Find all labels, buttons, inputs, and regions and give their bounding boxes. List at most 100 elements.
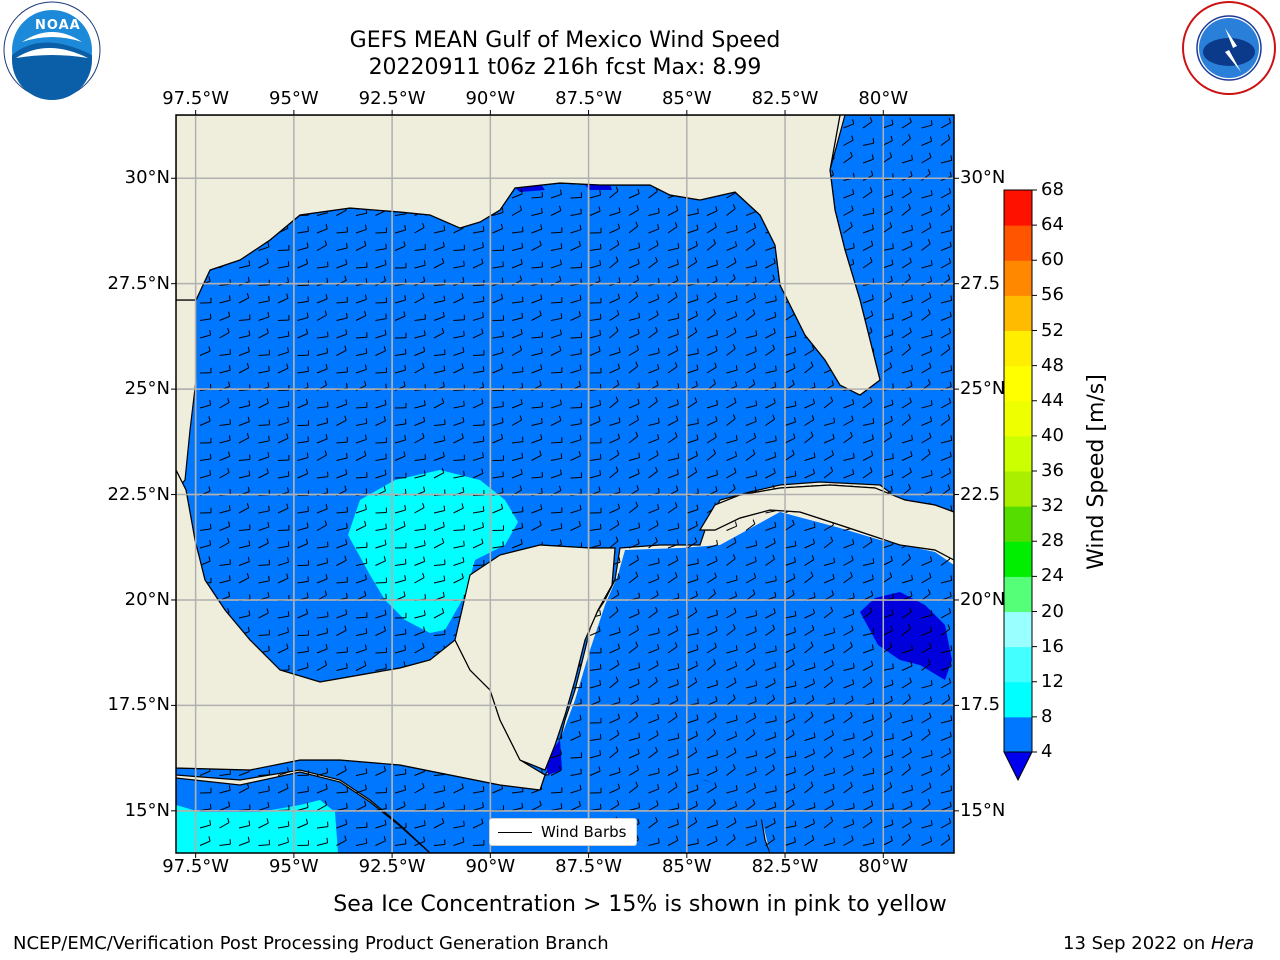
wind-barb xyxy=(726,537,737,549)
wind-barb xyxy=(531,310,542,321)
wind-barb xyxy=(492,261,504,269)
wind-barb xyxy=(589,750,602,759)
wind-barb xyxy=(414,222,425,234)
wind-barb xyxy=(570,224,582,234)
wind-barb xyxy=(297,608,309,619)
wind-barb xyxy=(804,538,815,549)
wind-barb xyxy=(570,451,581,461)
wind-barb xyxy=(882,189,894,199)
colorbar-level-label: 12 xyxy=(1041,670,1064,692)
wind-barb xyxy=(784,750,797,759)
wind-barb xyxy=(414,260,426,269)
colorbar-level-label: 44 xyxy=(1041,389,1064,411)
wind-barb xyxy=(570,801,581,811)
wind-barb xyxy=(199,313,212,321)
wind-barb xyxy=(609,363,620,374)
wind-barb xyxy=(706,259,719,269)
colorbar-segment xyxy=(1004,716,1032,753)
wind-barb xyxy=(258,818,269,829)
wind-barb xyxy=(843,135,854,146)
wind-barb xyxy=(219,397,230,409)
high-wind-patch-pacific xyxy=(176,800,338,853)
wind-barb xyxy=(570,434,582,444)
wind-barb xyxy=(277,767,289,776)
wind-barb xyxy=(940,747,952,759)
wind-barb xyxy=(492,293,504,304)
wind-barb xyxy=(316,627,329,636)
wind-barb xyxy=(706,798,716,811)
wind-barb xyxy=(511,205,523,216)
wind-barb xyxy=(648,466,658,479)
wind-barb xyxy=(375,577,387,584)
wind-barb xyxy=(394,225,407,234)
colorbar-segment xyxy=(1004,330,1032,367)
wind-barb xyxy=(297,538,309,549)
lon-tick-top: 80°W xyxy=(858,88,909,109)
wind-barb xyxy=(823,557,836,566)
wind-barb xyxy=(667,453,680,461)
cuba-island-mask xyxy=(698,484,954,561)
wind-barb xyxy=(199,836,211,846)
wind-barb xyxy=(550,313,563,321)
wind-barb xyxy=(745,680,758,689)
wind-barb xyxy=(219,785,231,794)
wind-barb xyxy=(336,329,348,339)
wind-barb xyxy=(531,348,543,356)
wind-barb xyxy=(375,787,387,794)
wind-barb xyxy=(667,469,679,479)
wind-barb xyxy=(765,274,775,286)
wind-barb xyxy=(453,433,464,444)
wind-barb xyxy=(277,611,290,619)
wind-barb xyxy=(375,539,387,549)
wind-barb xyxy=(570,241,581,251)
wind-barb xyxy=(589,717,602,724)
wind-barb xyxy=(901,714,914,724)
lat-tick-right: 22.5 xyxy=(960,483,1001,505)
wind-barb xyxy=(784,449,795,461)
wind-barb xyxy=(570,311,581,321)
wind-barb xyxy=(550,367,563,374)
wind-barb xyxy=(589,453,602,461)
wind-barb xyxy=(453,363,464,374)
wind-barb xyxy=(726,834,736,846)
wind-barb xyxy=(843,711,853,724)
wind-barb xyxy=(726,715,738,724)
wind-barb xyxy=(940,117,952,129)
wind-barb xyxy=(355,310,367,321)
colorbar-level-label: 4 xyxy=(1041,741,1053,762)
wind-barb xyxy=(258,258,269,269)
wind-barb xyxy=(414,346,426,356)
wind-barb xyxy=(355,472,368,479)
wind-barb xyxy=(375,367,387,374)
wind-barb xyxy=(316,643,328,654)
wind-barb xyxy=(687,208,699,216)
wind-barb xyxy=(745,309,756,321)
wind-barb xyxy=(745,642,757,654)
wind-barb xyxy=(414,244,426,251)
wind-barb xyxy=(433,505,446,514)
wind-barb xyxy=(843,555,854,566)
wind-barb xyxy=(901,817,912,829)
wind-barb xyxy=(921,330,933,339)
wind-barb xyxy=(745,729,756,741)
wind-barb xyxy=(667,399,679,409)
wind-barb xyxy=(258,769,270,776)
wind-barb xyxy=(199,540,212,549)
wind-barb xyxy=(882,313,894,321)
wind-barb xyxy=(394,822,407,829)
wind-barb xyxy=(589,470,602,479)
wind-barb xyxy=(570,262,582,269)
wind-barb xyxy=(472,786,485,794)
wind-barb xyxy=(648,450,659,461)
wind-barb xyxy=(921,346,933,356)
wind-barb xyxy=(316,347,329,356)
wind-barb xyxy=(336,646,348,654)
colorbar-level-label: 60 xyxy=(1041,249,1064,271)
wind-barb xyxy=(570,731,581,741)
wind-barb xyxy=(453,783,464,794)
wind-barb xyxy=(258,398,269,409)
wind-barb xyxy=(297,468,309,479)
colorbar-segment xyxy=(1004,435,1032,472)
wind-barb xyxy=(706,432,717,444)
colorbar-segment xyxy=(1004,576,1032,612)
